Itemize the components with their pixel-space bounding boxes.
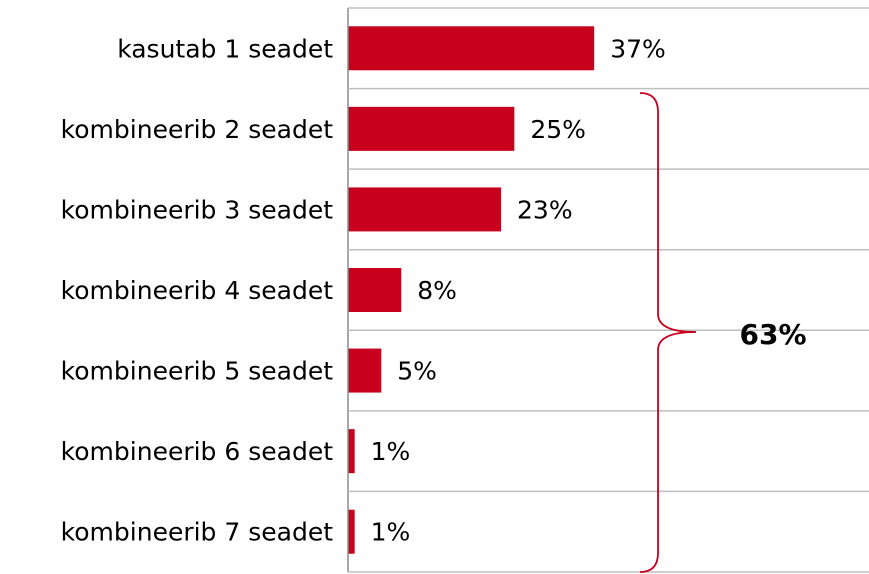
bar: [348, 187, 502, 232]
value-label: 25%: [530, 115, 586, 144]
value-label: 37%: [610, 34, 666, 63]
brace: [639, 92, 697, 573]
bar: [348, 348, 382, 393]
value-label: 23%: [517, 195, 573, 224]
bar: [348, 509, 355, 554]
value-label: 8%: [417, 276, 457, 305]
bar: [348, 106, 515, 151]
value-label: 1%: [371, 437, 411, 466]
category-label: kombineerib 4 seadet: [61, 276, 334, 305]
annotation: 63%: [739, 318, 806, 351]
category-label: kombineerib 5 seadet: [61, 357, 334, 386]
bar: [348, 26, 595, 71]
value-label: 1%: [371, 518, 411, 547]
category-label: kasutab 1 seadet: [117, 34, 333, 63]
bar: [348, 268, 402, 312]
category-label: kombineerib 7 seadet: [61, 518, 334, 547]
category-label: kombineerib 3 seadet: [61, 195, 334, 224]
category-label: kombineerib 6 seadet: [61, 437, 334, 466]
bar: [348, 429, 355, 474]
value-label: 5%: [397, 357, 437, 386]
category-label: kombineerib 2 seadet: [61, 115, 334, 144]
